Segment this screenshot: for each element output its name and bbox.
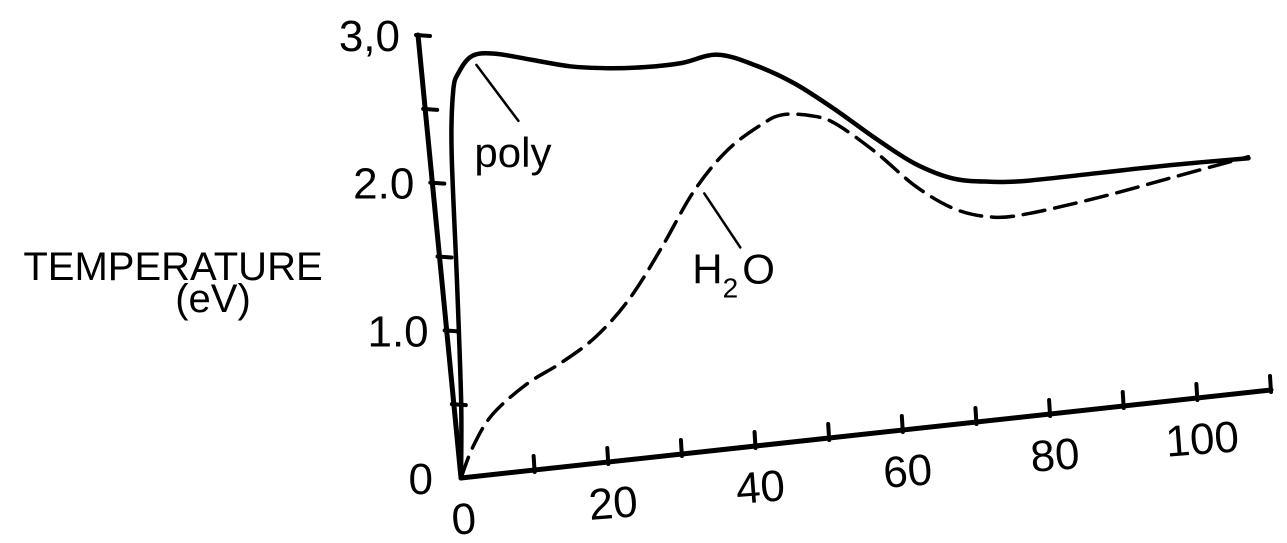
x-tick-label: 100 [1164,412,1241,466]
y-tick-label: 0 [409,455,433,504]
y-tick-mark [428,180,447,186]
x-tick-mark [899,414,905,434]
y-tick-label: 1.0 [367,307,428,356]
y-tick-mark [449,402,468,408]
y-tick-mark [435,254,454,260]
x-axis-line [458,387,1274,481]
poly-leader-line [475,63,520,123]
x-tick-mark [826,422,832,442]
series-line-h2o [459,112,1251,480]
x-tick-label: 80 [1029,429,1082,482]
x-tick-mark [1268,374,1273,394]
h2o-label-h: H [692,245,722,292]
axes [415,32,1274,481]
x-tick-mark [1047,398,1053,418]
x-tick-mark [752,430,758,450]
h2o-leader-line [703,192,742,249]
series-line-poly [449,50,1251,481]
y-axis-unit-label: (eV) [175,277,251,321]
x-tick-mark [1194,382,1200,402]
y-tick-mark [414,33,432,38]
y-tick-label: 3,0 [339,12,400,61]
x-tick-label: 40 [734,461,787,514]
x-tick-mark [531,454,537,474]
x-tick-mark [973,406,979,426]
series-label-h2o: H2O [692,245,775,303]
x-tick-mark [1120,390,1126,410]
h2o-label-o: O [742,245,775,292]
x-tick-mark [678,438,684,458]
series-label-poly: poly [474,129,551,176]
series [449,50,1251,481]
y-tick-mark [421,106,440,112]
y-axis-label: TEMPERATURE [23,245,322,289]
x-tick-mark [605,446,611,466]
y-tick-label: 2.0 [353,160,414,209]
labels: TEMPERATURE (eV) poly H2O [23,63,775,321]
x-tick-label: 20 [587,477,640,530]
y-tick-mark [442,328,461,334]
x-tick-label: 0 [450,494,478,543]
x-tick-label: 60 [881,445,934,498]
ticks: 0 20 40 60 80 100 0 1.0 2.0 3,0 [339,12,1273,543]
h2o-label-subscript: 2 [723,272,739,303]
